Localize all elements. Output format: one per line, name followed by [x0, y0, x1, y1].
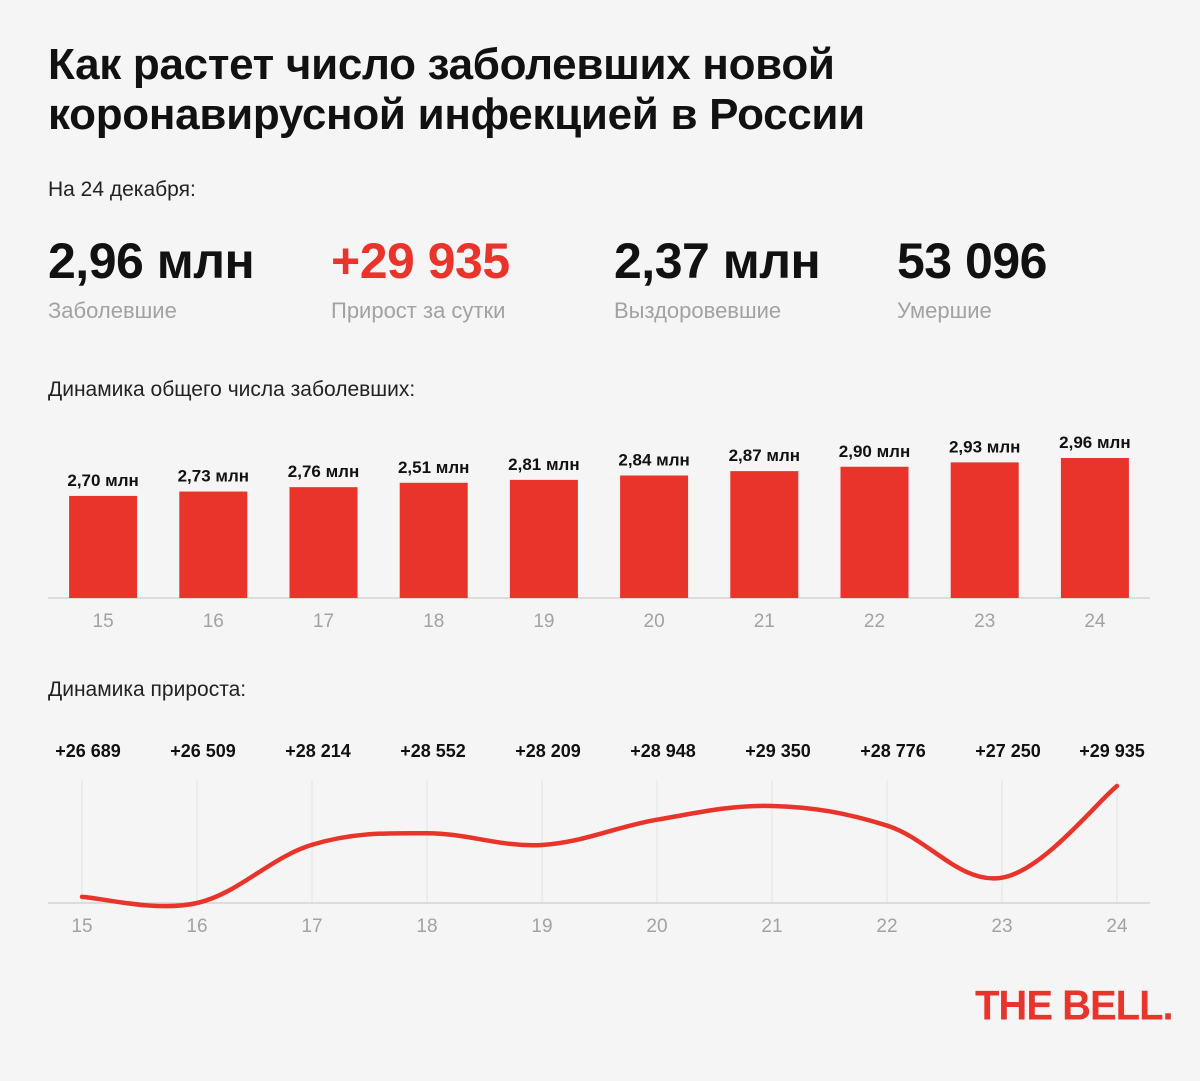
line-value-label: +28 214	[285, 741, 351, 761]
bar-tick-label: 21	[754, 611, 775, 632]
line-chart-title: Динамика прироста:	[48, 678, 247, 701]
line-value-label: +26 689	[55, 741, 121, 761]
bar-value-label: 2,76 млн	[288, 462, 359, 481]
line-tick-label: 20	[646, 916, 667, 937]
bar-value-label: 2,73 млн	[178, 467, 249, 486]
bar	[509, 479, 578, 598]
bar	[289, 487, 358, 598]
bar	[1060, 458, 1129, 598]
stat-label: Прирост за сутки	[331, 298, 506, 323]
stat-recovered: 2,37 млн Выздоровевшие	[614, 232, 821, 324]
date-label: На 24 декабря:	[48, 178, 196, 201]
line-tick-label: 22	[876, 916, 897, 937]
bar-value-label: 2,90 млн	[839, 442, 910, 461]
bar-tick-label: 24	[1084, 611, 1106, 632]
stat-deaths: 53 096 Умершие	[897, 232, 1047, 324]
bar	[730, 471, 799, 598]
bar-tick-label: 16	[203, 611, 224, 632]
bar-value-label: 2,70 млн	[67, 471, 138, 490]
bar	[620, 475, 689, 598]
increase-line	[79, 783, 1120, 909]
bar-value-label: 2,51 млн	[398, 458, 469, 477]
line-tick-label: 16	[186, 916, 207, 937]
line-value-label: +28 552	[400, 741, 466, 761]
line-value-label: +29 935	[1079, 741, 1145, 761]
bar-tick-label: 20	[644, 611, 665, 632]
stat-label: Заболевшие	[48, 298, 177, 323]
line-value-label: +28 209	[515, 741, 581, 761]
stat-daily-increase: +29 935 Прирост за сутки	[331, 232, 510, 324]
line-chart: +26 689 15 +26 509 16 +28 214 17 +28 552 18 +28 …	[48, 741, 1150, 937]
line-value-label: +28 948	[630, 741, 696, 761]
line-tick-label: 19	[531, 916, 552, 937]
bar-value-label: 2,81 млн	[508, 455, 579, 474]
page-title: Как растет число заболевших новой корона…	[48, 40, 865, 139]
bar-tick-label: 18	[423, 611, 444, 632]
line-tick-label: 23	[991, 916, 1012, 937]
stat-label: Выздоровевшие	[614, 298, 782, 323]
bar-tick-label: 15	[93, 611, 114, 632]
bar-value-label: 2,93 млн	[949, 437, 1020, 456]
bar	[179, 491, 248, 598]
bar-tick-label: 19	[533, 611, 554, 632]
bar-value-label: 2,87 млн	[729, 446, 800, 465]
bar-chart: 2,70 млн 15 2,73 млн 16 2,76 млн 17 2,51 млн 18…	[48, 433, 1150, 632]
bar	[399, 482, 468, 598]
bar	[950, 462, 1019, 598]
line-value-label: +27 250	[975, 741, 1041, 761]
line-tick-label: 21	[761, 916, 782, 937]
bar-chart-title: Динамика общего числа заболевших:	[48, 378, 416, 401]
stat-value: 2,96 млн	[48, 233, 255, 289]
stat-cases: 2,96 млн Заболевшие	[48, 232, 255, 324]
stat-label: Умершие	[897, 298, 992, 323]
bar-value-label: 2,96 млн	[1059, 433, 1130, 452]
stat-value: 53 096	[897, 233, 1047, 289]
line-value-label: +26 509	[170, 741, 236, 761]
bar-tick-label: 22	[864, 611, 885, 632]
bar	[69, 495, 138, 598]
bar-value-label: 2,84 млн	[618, 451, 689, 470]
the-bell-logo: THE BELL.	[975, 982, 1174, 1030]
bar-tick-label: 17	[313, 611, 334, 632]
bar	[840, 466, 909, 598]
line-tick-label: 17	[301, 916, 322, 937]
line-value-label: +28 776	[860, 741, 926, 761]
stat-value: 2,37 млн	[614, 233, 821, 289]
stat-value: +29 935	[331, 233, 510, 289]
line-tick-label: 18	[416, 916, 437, 937]
line-value-label: +29 350	[745, 741, 811, 761]
line-tick-label: 24	[1106, 916, 1128, 937]
bar-tick-label: 23	[974, 611, 995, 632]
line-tick-label: 15	[71, 916, 92, 937]
